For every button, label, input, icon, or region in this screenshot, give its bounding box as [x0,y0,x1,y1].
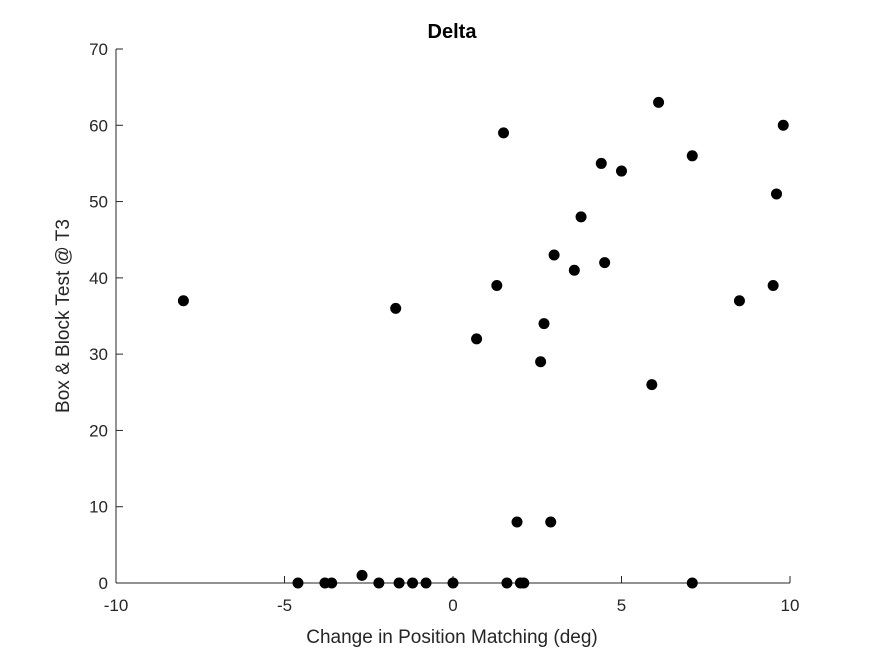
y-tick-label: 0 [99,574,108,593]
data-point [447,577,459,589]
x-tick-label: -5 [277,596,292,615]
x-axis-label: Change in Position Matching (deg) [306,627,598,648]
x-axis-ticks: -10 -5 0 5 10 [104,576,800,615]
data-point [777,119,789,131]
data-point [498,127,510,139]
data-point [575,211,587,223]
data-point [653,96,665,108]
data-point [491,279,503,291]
data-point [646,379,658,391]
data-point [568,264,580,276]
data-point [767,279,779,291]
data-point [518,577,530,589]
y-tick-label: 30 [89,345,108,364]
data-point [548,249,560,261]
x-tick-label: 0 [448,596,457,615]
y-tick-label: 60 [89,116,108,135]
data-point [538,318,550,330]
data-point [686,150,698,162]
data-point [686,577,698,589]
data-point [595,157,607,169]
y-tick-label: 40 [89,269,108,288]
data-point [420,577,432,589]
data-point [373,577,385,589]
chart-title: Delta [428,21,478,43]
x-tick-label: 5 [617,596,626,615]
y-tick-label: 20 [89,421,108,440]
data-point [599,257,611,269]
data-point [733,295,745,307]
data-point [535,356,547,368]
data-point [545,516,557,528]
data-point [511,516,523,528]
data-point [177,295,189,307]
data-point [292,577,304,589]
data-point [407,577,419,589]
data-point [471,333,483,345]
y-tick-label: 10 [89,498,108,517]
y-tick-label: 70 [89,40,108,59]
data-point [771,188,783,200]
data-point [390,302,402,314]
x-tick-label: 10 [781,596,800,615]
data-point [393,577,405,589]
y-tick-label: 50 [89,193,108,212]
data-points [177,96,789,589]
x-tick-label: -10 [104,596,129,615]
y-axis-label: Box & Block Test @ T3 [53,219,74,413]
y-axis-ticks: 0 10 20 30 40 50 60 70 [89,40,123,593]
data-point [616,165,627,177]
data-point [356,569,368,581]
data-point [501,577,513,589]
data-point [326,577,338,589]
axes [115,49,790,584]
